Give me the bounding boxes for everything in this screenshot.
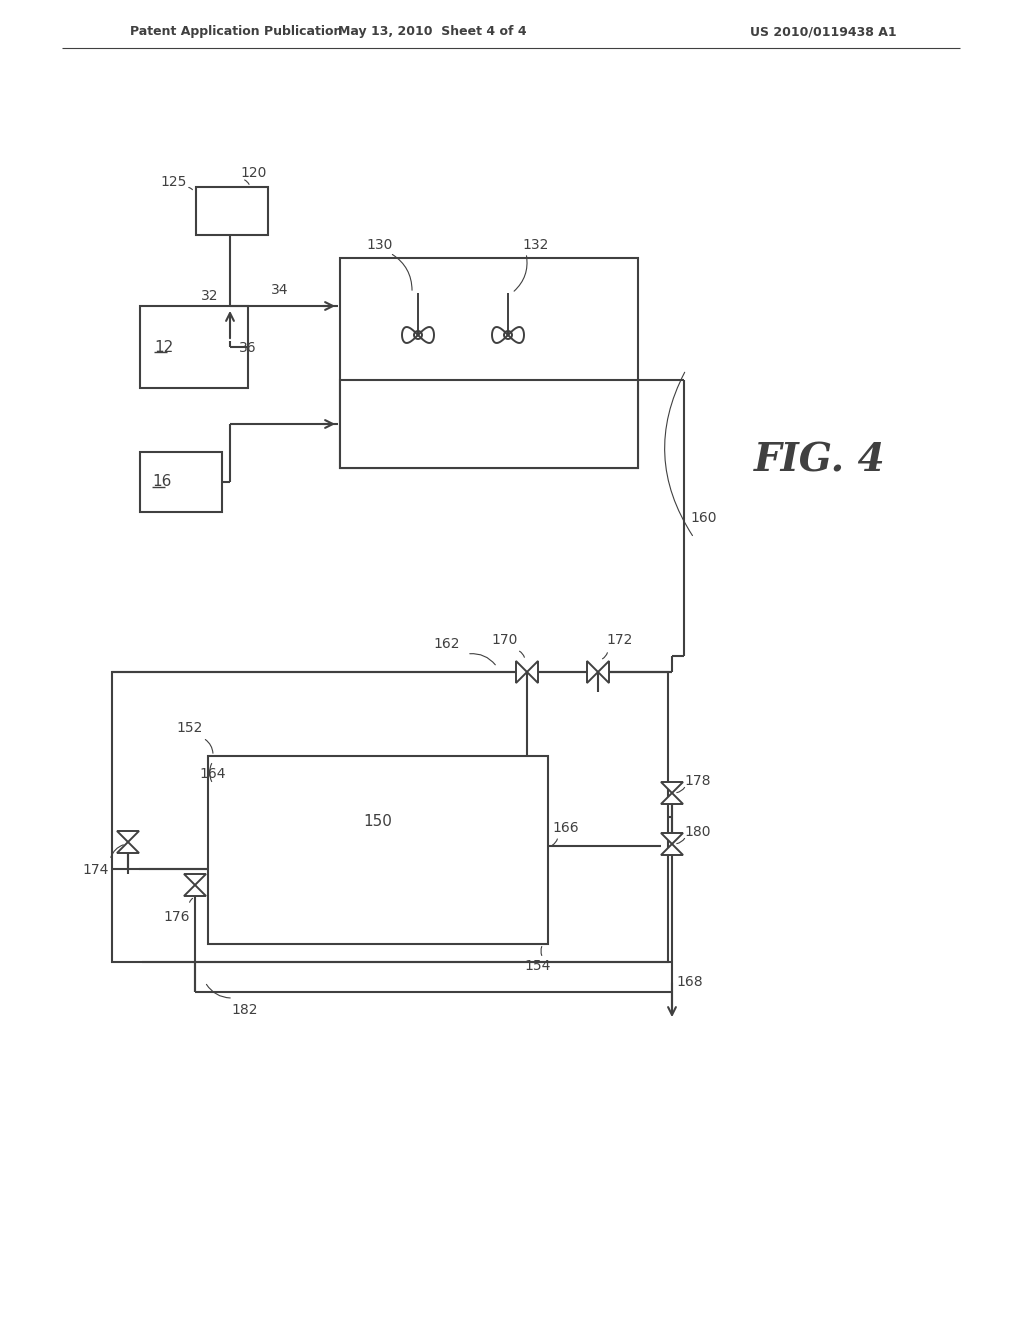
Bar bbox=[340, 257, 638, 469]
Text: 164: 164 bbox=[200, 767, 226, 781]
Polygon shape bbox=[598, 661, 609, 682]
Text: 180: 180 bbox=[685, 825, 712, 840]
Polygon shape bbox=[662, 781, 683, 793]
Text: 16: 16 bbox=[152, 474, 171, 490]
Text: 32: 32 bbox=[202, 289, 219, 304]
Text: 132: 132 bbox=[523, 238, 549, 252]
Text: 172: 172 bbox=[607, 634, 633, 647]
Text: 182: 182 bbox=[231, 1003, 258, 1016]
Text: 120: 120 bbox=[241, 166, 267, 180]
Polygon shape bbox=[587, 661, 598, 682]
Text: 150: 150 bbox=[364, 814, 392, 829]
Text: 12: 12 bbox=[154, 339, 173, 355]
Text: 174: 174 bbox=[83, 863, 110, 876]
Text: 162: 162 bbox=[434, 638, 460, 651]
Polygon shape bbox=[516, 661, 527, 682]
Polygon shape bbox=[117, 842, 139, 853]
Text: 178: 178 bbox=[685, 774, 712, 788]
Text: 166: 166 bbox=[553, 821, 580, 836]
Polygon shape bbox=[527, 661, 538, 682]
Text: 170: 170 bbox=[492, 634, 518, 647]
Polygon shape bbox=[662, 833, 683, 843]
Text: Patent Application Publication: Patent Application Publication bbox=[130, 25, 342, 38]
Text: 125: 125 bbox=[161, 176, 187, 189]
Text: 34: 34 bbox=[271, 282, 289, 297]
Text: 176: 176 bbox=[164, 909, 190, 924]
Bar bbox=[196, 187, 268, 235]
Polygon shape bbox=[184, 884, 206, 896]
Text: 160: 160 bbox=[691, 511, 717, 525]
Text: 152: 152 bbox=[177, 721, 203, 735]
Text: 130: 130 bbox=[367, 238, 393, 252]
Bar bbox=[208, 756, 548, 944]
Bar bbox=[140, 306, 248, 388]
Text: 168: 168 bbox=[677, 975, 703, 989]
Bar bbox=[140, 451, 222, 512]
Polygon shape bbox=[662, 793, 683, 804]
Text: May 13, 2010  Sheet 4 of 4: May 13, 2010 Sheet 4 of 4 bbox=[338, 25, 526, 38]
Polygon shape bbox=[184, 874, 206, 884]
Bar bbox=[112, 672, 668, 962]
Text: 36: 36 bbox=[240, 341, 257, 355]
Text: 154: 154 bbox=[525, 960, 551, 973]
Text: US 2010/0119438 A1: US 2010/0119438 A1 bbox=[750, 25, 897, 38]
Polygon shape bbox=[662, 843, 683, 855]
Bar bbox=[340, 380, 638, 469]
Text: FIG. 4: FIG. 4 bbox=[755, 441, 886, 479]
Polygon shape bbox=[117, 832, 139, 842]
